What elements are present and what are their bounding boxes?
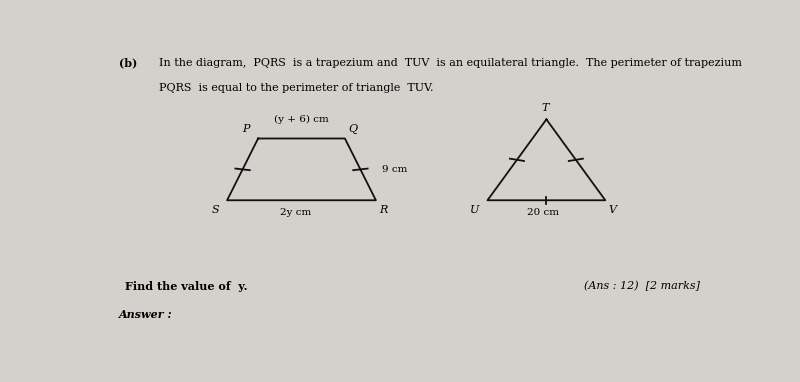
Text: Answer :: Answer : — [118, 309, 172, 320]
Text: 2y cm: 2y cm — [280, 207, 311, 217]
Text: R: R — [379, 205, 387, 215]
Text: V: V — [608, 205, 616, 215]
Text: S: S — [211, 205, 219, 215]
Text: Find the value of  y.: Find the value of y. — [125, 281, 247, 292]
Text: Q: Q — [348, 124, 357, 134]
Text: In the diagram,  PQRS  is a trapezium and  TUV  is an equilateral triangle.  The: In the diagram, PQRS is a trapezium and … — [159, 58, 742, 68]
Text: PQRS  is equal to the perimeter of triangle  TUV.: PQRS is equal to the perimeter of triang… — [159, 83, 434, 92]
Text: 20 cm: 20 cm — [527, 207, 559, 217]
Text: P: P — [242, 124, 250, 134]
Text: U: U — [470, 205, 479, 215]
Text: T: T — [542, 104, 549, 113]
Text: (Ans : 12)  [2 marks]: (Ans : 12) [2 marks] — [584, 281, 699, 291]
Text: 9 cm: 9 cm — [382, 165, 407, 174]
Text: (b): (b) — [118, 58, 137, 69]
Text: (y + 6) cm: (y + 6) cm — [274, 115, 329, 124]
